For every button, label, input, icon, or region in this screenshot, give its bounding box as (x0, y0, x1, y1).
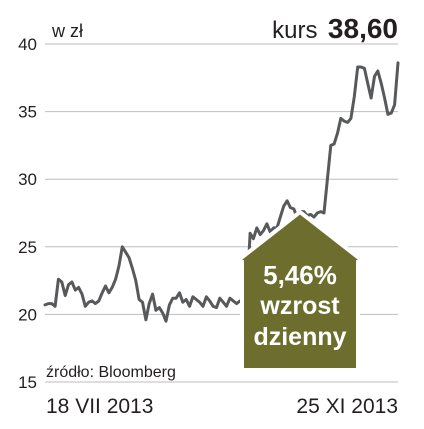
x-label-start: 18 VII 2013 (46, 395, 153, 418)
unit-label: w zł (51, 21, 83, 41)
price-label: kurs (272, 17, 317, 44)
source-label: źródło: Bloomberg (46, 364, 176, 381)
y-tick-label: 40 (18, 35, 37, 54)
badge-percent: 5,46% (263, 260, 337, 290)
y-tick-label: 30 (18, 170, 37, 189)
y-tick-label: 35 (18, 103, 37, 122)
y-tick-label: 15 (18, 373, 37, 392)
badge-line-3: dzienny (253, 323, 346, 351)
series-layer (43, 61, 400, 323)
y-tick-label: 20 (18, 305, 37, 324)
badge-line-2: wzrost (259, 292, 340, 320)
growth-badge: 5,46% wzrost dzienny (230, 209, 370, 372)
grid-lines (45, 43, 398, 383)
current-price: kurs 38,60 (272, 13, 398, 44)
x-label-end: 25 XI 2013 (296, 395, 398, 418)
price-line (43, 61, 400, 323)
badge-house-shape (230, 209, 370, 372)
y-tick-label: 25 (18, 238, 37, 257)
y-axis-ticks: 15 20 25 30 35 40 (18, 35, 37, 392)
price-value: 38,60 (328, 13, 398, 44)
